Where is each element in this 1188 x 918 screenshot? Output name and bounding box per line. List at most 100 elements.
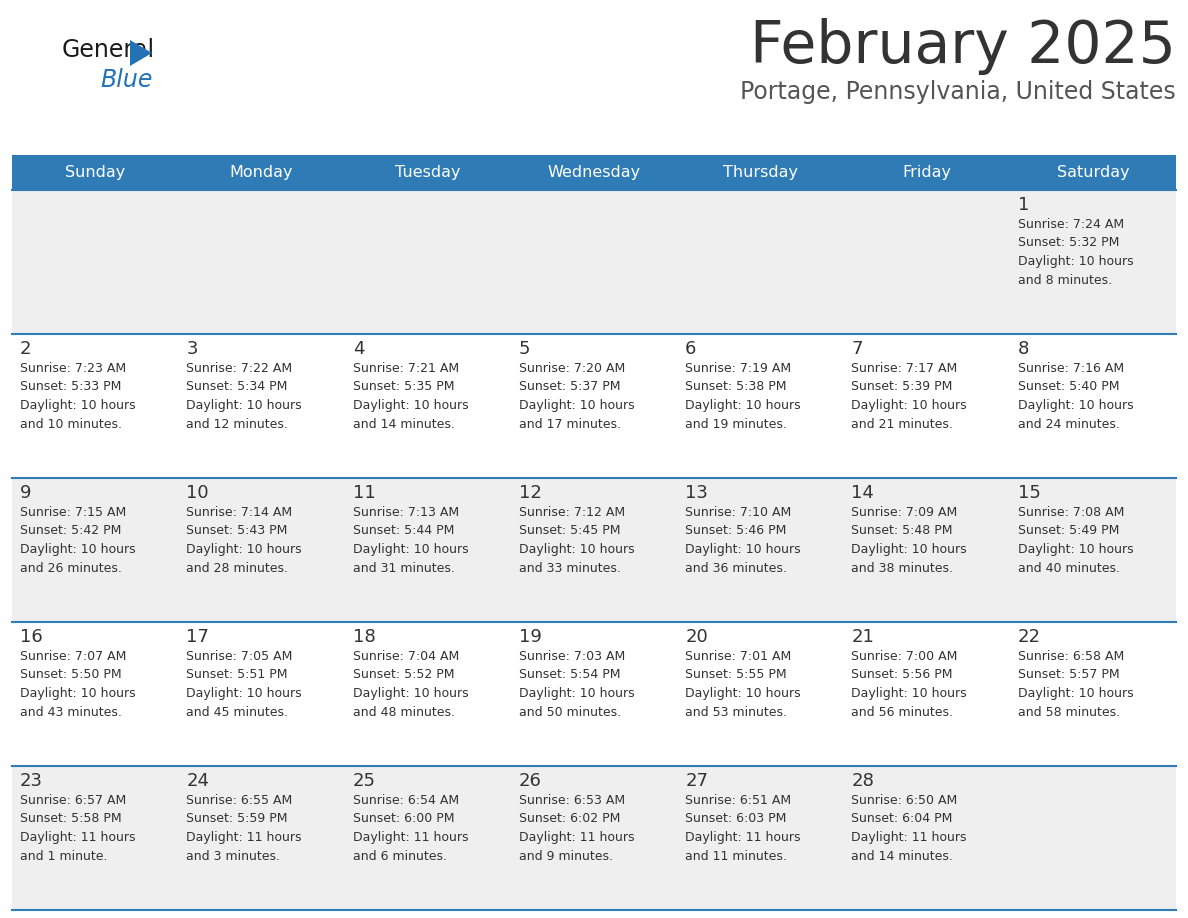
Bar [178,155,345,190]
Text: Sunrise: 7:03 AM
Sunset: 5:54 PM
Daylight: 10 hours
and 50 minutes.: Sunrise: 7:03 AM Sunset: 5:54 PM Dayligh… [519,650,634,719]
Bar [511,622,677,766]
Text: Saturday: Saturday [1056,165,1129,180]
Text: Sunrise: 7:15 AM
Sunset: 5:42 PM
Daylight: 10 hours
and 26 minutes.: Sunrise: 7:15 AM Sunset: 5:42 PM Dayligh… [20,506,135,575]
Text: Sunday: Sunday [65,165,125,180]
Text: Wednesday: Wednesday [548,165,640,180]
Text: Sunrise: 7:22 AM
Sunset: 5:34 PM
Daylight: 10 hours
and 12 minutes.: Sunrise: 7:22 AM Sunset: 5:34 PM Dayligh… [187,362,302,431]
Bar [843,190,1010,334]
Text: 28: 28 [852,772,874,790]
Bar [1010,622,1176,766]
Text: 21: 21 [852,628,874,646]
Bar [345,622,511,766]
Bar [345,155,511,190]
Text: Sunrise: 6:57 AM
Sunset: 5:58 PM
Daylight: 11 hours
and 1 minute.: Sunrise: 6:57 AM Sunset: 5:58 PM Dayligh… [20,794,135,863]
Bar [1010,190,1176,334]
Text: 16: 16 [20,628,43,646]
Text: 25: 25 [353,772,375,790]
Bar [511,190,677,334]
Bar [677,478,843,622]
Text: Sunrise: 7:00 AM
Sunset: 5:56 PM
Daylight: 10 hours
and 56 minutes.: Sunrise: 7:00 AM Sunset: 5:56 PM Dayligh… [852,650,967,719]
Text: 14: 14 [852,484,874,502]
Text: 27: 27 [685,772,708,790]
Text: 9: 9 [20,484,32,502]
Text: 7: 7 [852,340,862,358]
Bar [1010,334,1176,478]
Text: Sunrise: 7:01 AM
Sunset: 5:55 PM
Daylight: 10 hours
and 53 minutes.: Sunrise: 7:01 AM Sunset: 5:55 PM Dayligh… [685,650,801,719]
Bar [677,190,843,334]
Bar [178,334,345,478]
Text: Sunrise: 6:53 AM
Sunset: 6:02 PM
Daylight: 11 hours
and 9 minutes.: Sunrise: 6:53 AM Sunset: 6:02 PM Dayligh… [519,794,634,863]
Bar [12,155,178,190]
Bar [345,334,511,478]
Text: 12: 12 [519,484,542,502]
Text: Sunrise: 6:55 AM
Sunset: 5:59 PM
Daylight: 11 hours
and 3 minutes.: Sunrise: 6:55 AM Sunset: 5:59 PM Dayligh… [187,794,302,863]
Text: Sunrise: 6:50 AM
Sunset: 6:04 PM
Daylight: 11 hours
and 14 minutes.: Sunrise: 6:50 AM Sunset: 6:04 PM Dayligh… [852,794,967,863]
Text: 5: 5 [519,340,530,358]
Bar [178,766,345,910]
Text: Sunrise: 7:13 AM
Sunset: 5:44 PM
Daylight: 10 hours
and 31 minutes.: Sunrise: 7:13 AM Sunset: 5:44 PM Dayligh… [353,506,468,575]
Text: Sunrise: 7:12 AM
Sunset: 5:45 PM
Daylight: 10 hours
and 33 minutes.: Sunrise: 7:12 AM Sunset: 5:45 PM Dayligh… [519,506,634,575]
Text: Sunrise: 7:14 AM
Sunset: 5:43 PM
Daylight: 10 hours
and 28 minutes.: Sunrise: 7:14 AM Sunset: 5:43 PM Dayligh… [187,506,302,575]
Text: 13: 13 [685,484,708,502]
Bar [843,478,1010,622]
Text: 2: 2 [20,340,32,358]
Text: 24: 24 [187,772,209,790]
Bar [1010,478,1176,622]
Bar [12,190,178,334]
Text: Sunrise: 7:05 AM
Sunset: 5:51 PM
Daylight: 10 hours
and 45 minutes.: Sunrise: 7:05 AM Sunset: 5:51 PM Dayligh… [187,650,302,719]
Bar [511,334,677,478]
Bar [345,190,511,334]
Bar [843,622,1010,766]
Text: Sunrise: 6:51 AM
Sunset: 6:03 PM
Daylight: 11 hours
and 11 minutes.: Sunrise: 6:51 AM Sunset: 6:03 PM Dayligh… [685,794,801,863]
Text: Sunrise: 7:19 AM
Sunset: 5:38 PM
Daylight: 10 hours
and 19 minutes.: Sunrise: 7:19 AM Sunset: 5:38 PM Dayligh… [685,362,801,431]
Text: 15: 15 [1018,484,1041,502]
Text: 22: 22 [1018,628,1041,646]
Bar [178,190,345,334]
Text: 23: 23 [20,772,43,790]
Text: Sunrise: 7:16 AM
Sunset: 5:40 PM
Daylight: 10 hours
and 24 minutes.: Sunrise: 7:16 AM Sunset: 5:40 PM Dayligh… [1018,362,1133,431]
Bar [677,766,843,910]
Bar [843,766,1010,910]
Bar [178,622,345,766]
Bar [345,478,511,622]
Bar [12,622,178,766]
Bar [12,766,178,910]
Text: 11: 11 [353,484,375,502]
Text: Portage, Pennsylvania, United States: Portage, Pennsylvania, United States [740,80,1176,104]
Polygon shape [129,40,152,66]
Text: Sunrise: 7:04 AM
Sunset: 5:52 PM
Daylight: 10 hours
and 48 minutes.: Sunrise: 7:04 AM Sunset: 5:52 PM Dayligh… [353,650,468,719]
Text: 20: 20 [685,628,708,646]
Bar [677,155,843,190]
Text: 26: 26 [519,772,542,790]
Bar [511,478,677,622]
Bar [1010,766,1176,910]
Bar [511,766,677,910]
Text: Sunrise: 6:54 AM
Sunset: 6:00 PM
Daylight: 11 hours
and 6 minutes.: Sunrise: 6:54 AM Sunset: 6:00 PM Dayligh… [353,794,468,863]
Bar [843,155,1010,190]
Text: Sunrise: 7:08 AM
Sunset: 5:49 PM
Daylight: 10 hours
and 40 minutes.: Sunrise: 7:08 AM Sunset: 5:49 PM Dayligh… [1018,506,1133,575]
Text: February 2025: February 2025 [750,18,1176,75]
Text: Blue: Blue [100,68,152,92]
Bar [677,334,843,478]
Text: Sunrise: 7:24 AM
Sunset: 5:32 PM
Daylight: 10 hours
and 8 minutes.: Sunrise: 7:24 AM Sunset: 5:32 PM Dayligh… [1018,218,1133,286]
Text: 6: 6 [685,340,696,358]
Text: 1: 1 [1018,196,1029,214]
Text: 19: 19 [519,628,542,646]
Bar [12,334,178,478]
Text: 4: 4 [353,340,364,358]
Text: Friday: Friday [902,165,952,180]
Text: 10: 10 [187,484,209,502]
Text: General: General [62,38,156,62]
Bar [345,766,511,910]
Text: Sunrise: 7:23 AM
Sunset: 5:33 PM
Daylight: 10 hours
and 10 minutes.: Sunrise: 7:23 AM Sunset: 5:33 PM Dayligh… [20,362,135,431]
Bar [12,478,178,622]
Text: 3: 3 [187,340,197,358]
Bar [677,622,843,766]
Text: 18: 18 [353,628,375,646]
Bar [1010,155,1176,190]
Text: 17: 17 [187,628,209,646]
Text: Sunrise: 7:17 AM
Sunset: 5:39 PM
Daylight: 10 hours
and 21 minutes.: Sunrise: 7:17 AM Sunset: 5:39 PM Dayligh… [852,362,967,431]
Text: Tuesday: Tuesday [394,165,461,180]
Text: 8: 8 [1018,340,1029,358]
Text: Monday: Monday [229,165,293,180]
